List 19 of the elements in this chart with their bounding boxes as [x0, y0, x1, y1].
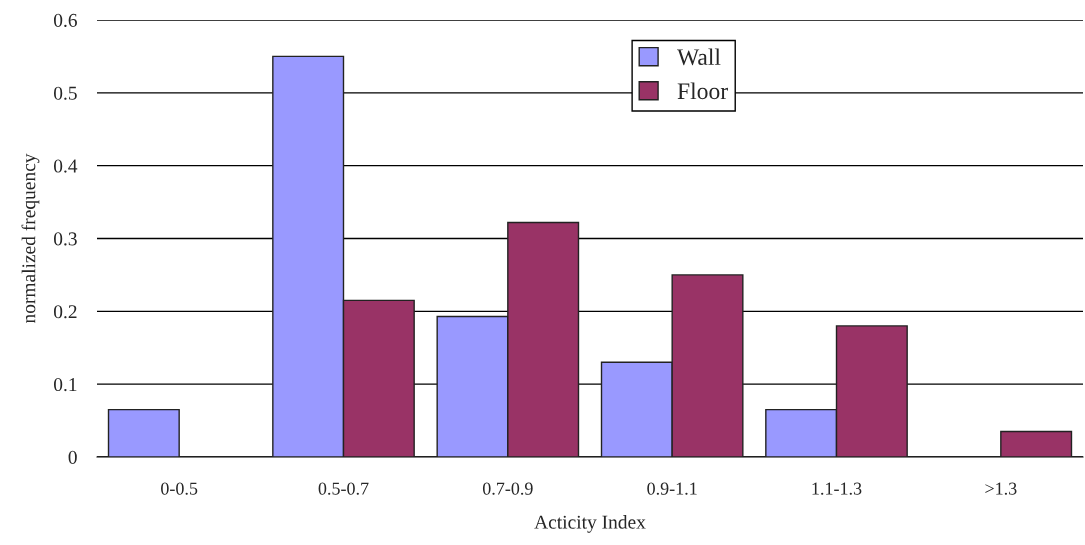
x-tick-label: 0.9-1.1 — [647, 482, 697, 495]
y-axis-title: normalized frequency — [21, 153, 40, 324]
x-tick-label: >1.3 — [985, 482, 1017, 495]
y-tick-label: 0.5 — [53, 86, 77, 100]
x-tick-label: 0.5-0.7 — [318, 482, 369, 495]
x-axis-title: Acticity Index — [534, 515, 646, 533]
bar — [1000, 430, 1073, 457]
y-tick-label: 0.6 — [53, 13, 77, 28]
legend-label: Wall — [677, 48, 721, 66]
legend-label: Floor — [677, 82, 728, 100]
bar — [107, 408, 180, 457]
x-tick-label: 0-0.5 — [161, 482, 198, 495]
y-tick-label: 0.2 — [53, 305, 77, 319]
y-tick-label: 0.4 — [53, 159, 78, 173]
x-tick-label: 0.7-0.9 — [482, 482, 533, 495]
y-tick-label: 0 — [68, 450, 77, 464]
x-tick-label: 1.1-1.3 — [812, 482, 862, 495]
y-tick-label: 0.1 — [53, 377, 77, 392]
y-tick-label: 0.3 — [53, 232, 77, 246]
